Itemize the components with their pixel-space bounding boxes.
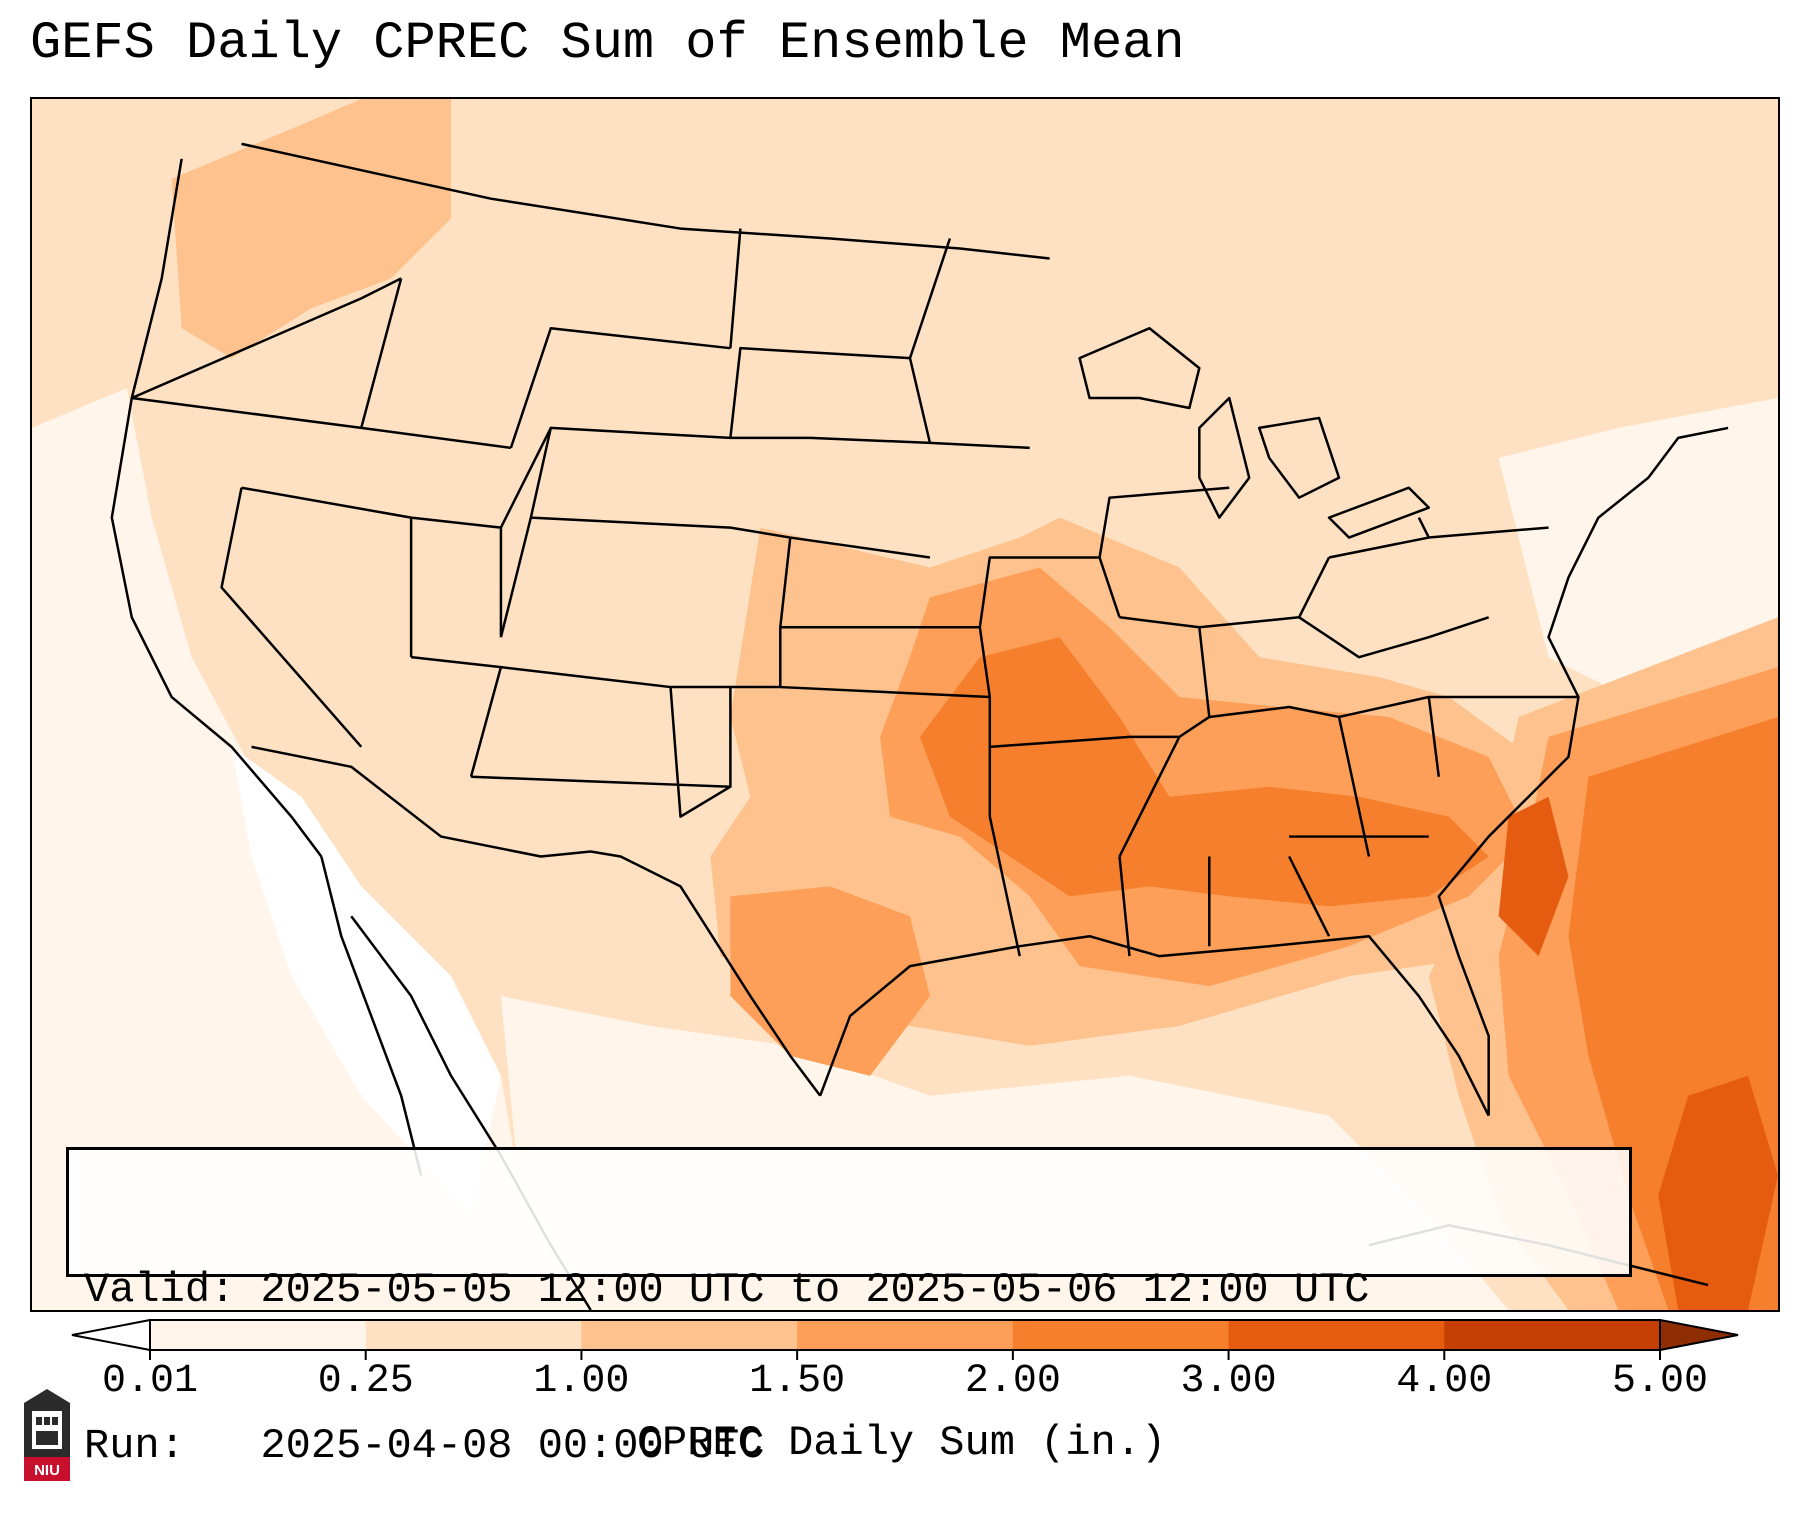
colorbar-graphic [71, 1318, 1739, 1360]
us-canada-border [241, 142, 1050, 260]
precip-heavy-texas [730, 886, 930, 1076]
valid-line: Valid: 2025-05-05 12:00 UTC to 2025-05-0… [84, 1264, 1616, 1316]
state-boundaries [110, 142, 1729, 1310]
colorbar-tick-label: 3.00 [1180, 1359, 1277, 1404]
colorbar-bin [150, 1320, 367, 1350]
gulf-coast [819, 934, 1490, 1117]
precip-none-sw [231, 746, 501, 1216]
valid-label: Valid: [84, 1266, 236, 1314]
baja-california [320, 856, 423, 1176]
colorbar-tick-label: 0.25 [317, 1359, 414, 1404]
precip-extreme-carolina [1498, 796, 1569, 957]
colorbar-bin [581, 1320, 798, 1350]
colorbar-tick-label: 1.50 [749, 1359, 846, 1404]
colorbar-tick-label: 2.00 [964, 1359, 1061, 1404]
us-mexico-border [251, 745, 822, 1097]
run-line: Run: 2025-04-08 00:00 UTC [84, 1420, 1616, 1472]
colorbar-over-extend [1659, 1318, 1739, 1352]
chart-title: GEFS Daily CPREC Sum of Ensemble Mean [30, 14, 1185, 73]
colorbar-bin [365, 1320, 582, 1350]
great-lakes [1078, 326, 1431, 539]
colorbar-bin [1444, 1320, 1661, 1350]
colorbar-tick-label: 5.00 [1611, 1359, 1709, 1404]
west-coast [110, 158, 323, 858]
state-lines [131, 228, 1579, 957]
run-label: Run: [84, 1422, 185, 1470]
colorbar-bin [797, 1320, 1014, 1350]
valid-run-info-box: Valid: 2025-05-05 12:00 UTC to 2025-05-0… [66, 1147, 1632, 1470]
precip-veryheavy-midsouth [919, 637, 1489, 907]
colorbar-tick-label: 4.00 [1396, 1359, 1493, 1404]
colorbar-under-extend [71, 1318, 151, 1352]
run-value: 2025-04-08 00:00 UTC [260, 1422, 765, 1470]
colorbar-label: CPREC Daily Sum (in.) [636, 1419, 1167, 1467]
precip-map [32, 99, 1778, 1310]
colorbar-bin [1228, 1320, 1445, 1350]
precip-extreme-offshore [1658, 1075, 1778, 1310]
colorbar-tick-label: 1.00 [533, 1359, 630, 1404]
colorbar-outline [149, 1319, 1661, 1351]
precip-fields [32, 99, 1778, 1310]
precip-trace-ne [1498, 398, 1778, 698]
map-panel [30, 97, 1780, 1312]
niu-logo: NIU [24, 1389, 70, 1481]
atlantic-coast [1437, 426, 1729, 1116]
svg-text:NIU: NIU [34, 1462, 60, 1479]
colorbar-bin [1012, 1320, 1230, 1350]
colorbar-tick-label: 0.01 [101, 1359, 199, 1404]
colorbar: 0.01 0.25 1.00 1.50 2.00 3.00 4.00 5.00 CPREC D… [0, 1310, 1803, 1500]
valid-value: 2025-05-05 12:00 UTC to 2025-05-06 12:00… [260, 1266, 1370, 1314]
precip-moderate-pacnw [171, 99, 452, 359]
